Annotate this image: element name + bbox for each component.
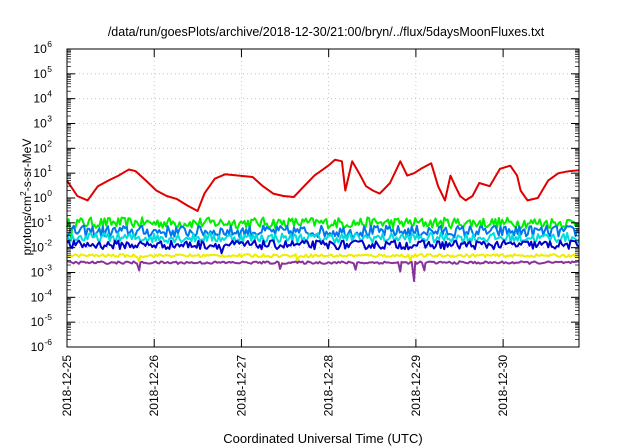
series-line-5 <box>66 239 580 255</box>
grid-lines <box>67 49 579 347</box>
y-tick-label: 10-2 <box>31 238 53 255</box>
y-tick-labels: 10-6 10-5 10-4 10-3 10-2 10-1 100 101 102 103 104 1… <box>31 39 53 354</box>
y-axis-label: protons/cm2-s-sr-MeV <box>18 139 34 256</box>
y-tick-label: 10-3 <box>31 263 53 280</box>
chart-title: /data/run/goesPlots/archive/2018-12-30/2… <box>108 25 545 39</box>
axis-ticks <box>66 48 579 348</box>
y-tick-label: 101 <box>33 163 52 180</box>
series-line-7 <box>67 260 580 283</box>
y-tick-label: 102 <box>33 138 52 155</box>
x-tick-label: 2018-12-26 <box>147 355 161 417</box>
y-tick-label: 10-6 <box>31 337 53 354</box>
y-tick-label: 100 <box>33 188 52 205</box>
y-tick-label: 10-4 <box>31 287 53 304</box>
series-line-3 <box>66 224 580 239</box>
y-tick-label: 106 <box>33 39 52 56</box>
series-line-6 <box>66 253 580 263</box>
x-tick-label: 2018-12-30 <box>496 355 510 417</box>
x-axis-label: Coordinated Universal Time (UTC) <box>223 431 422 446</box>
series-line-2 <box>66 216 580 242</box>
y-tick-label: 103 <box>33 114 52 131</box>
x-tick-label: 2018-12-25 <box>60 355 74 417</box>
y-tick-label: 10-5 <box>31 312 53 329</box>
x-tick-label: 2018-12-29 <box>409 355 423 417</box>
y-tick-label: 105 <box>33 64 52 81</box>
x-tick-labels: 2018-12-25 2018-12-26 2018-12-27 2018-12-28… <box>60 355 510 417</box>
y-tick-label: 10-1 <box>31 213 53 230</box>
y-tick-label: 104 <box>33 89 52 106</box>
series-line-1 <box>66 158 580 212</box>
x-tick-label: 2018-12-27 <box>234 355 248 417</box>
x-tick-label: 2018-12-28 <box>322 355 336 417</box>
series-group <box>66 158 580 283</box>
